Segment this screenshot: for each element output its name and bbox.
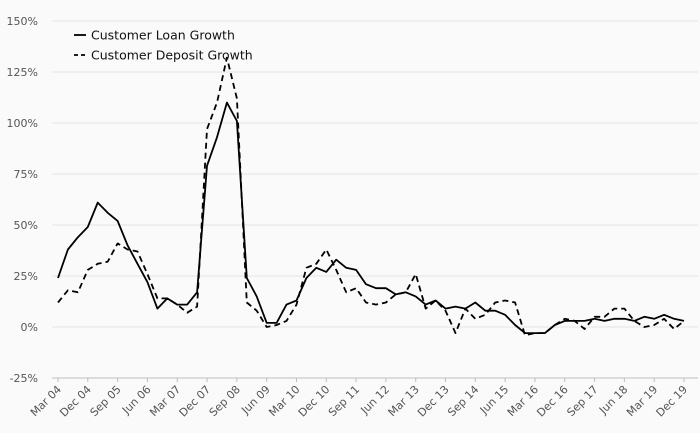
y-axis-ticks: -25% 0% 25% 50% 75% 100% 125% 150% <box>7 15 38 385</box>
x-tick-label: Mar 10 <box>266 383 302 419</box>
y-tick-label: 150% <box>7 15 38 28</box>
gridlines <box>52 20 698 379</box>
legend-label: Customer Loan Growth <box>91 28 235 43</box>
x-tick-label: Mar 13 <box>386 383 422 419</box>
legend: Customer Loan Growth Customer Deposit Gro… <box>74 28 253 63</box>
y-tick-label: 50% <box>14 219 38 232</box>
x-tick-label: Dec 07 <box>177 383 214 420</box>
y-tick-label: 100% <box>7 117 38 130</box>
x-tick-label: Dec 10 <box>296 383 333 420</box>
y-tick-label: 75% <box>14 168 38 181</box>
series-lines <box>57 56 685 337</box>
x-tick-label: Dec 16 <box>534 383 571 420</box>
x-tick-label: Mar 16 <box>505 383 541 419</box>
y-tick-label: -25% <box>10 372 38 385</box>
series-line-loan-growth <box>57 101 685 335</box>
x-tick-label: Dec 19 <box>654 383 691 420</box>
series-line-deposit-growth <box>57 56 685 337</box>
x-tick-label: Sep 17 <box>564 383 600 419</box>
x-tick-label: Dec 13 <box>415 383 452 420</box>
x-tick-label: Dec 04 <box>57 383 94 420</box>
x-tick-label: Sep 08 <box>207 383 243 419</box>
x-tick-label: Sep 05 <box>88 383 124 419</box>
x-tick-label: Mar 04 <box>28 383 64 419</box>
x-tick-label: Mar 07 <box>147 383 183 419</box>
y-tick-label: 0% <box>21 321 38 334</box>
x-tick-label: Sep 11 <box>326 383 362 419</box>
legend-label: Customer Deposit Growth <box>91 48 253 63</box>
x-tick-label: Sep 14 <box>445 383 481 419</box>
x-tick-label: Mar 19 <box>624 383 660 419</box>
y-tick-label: 25% <box>14 270 38 283</box>
y-tick-label: 125% <box>7 66 38 79</box>
